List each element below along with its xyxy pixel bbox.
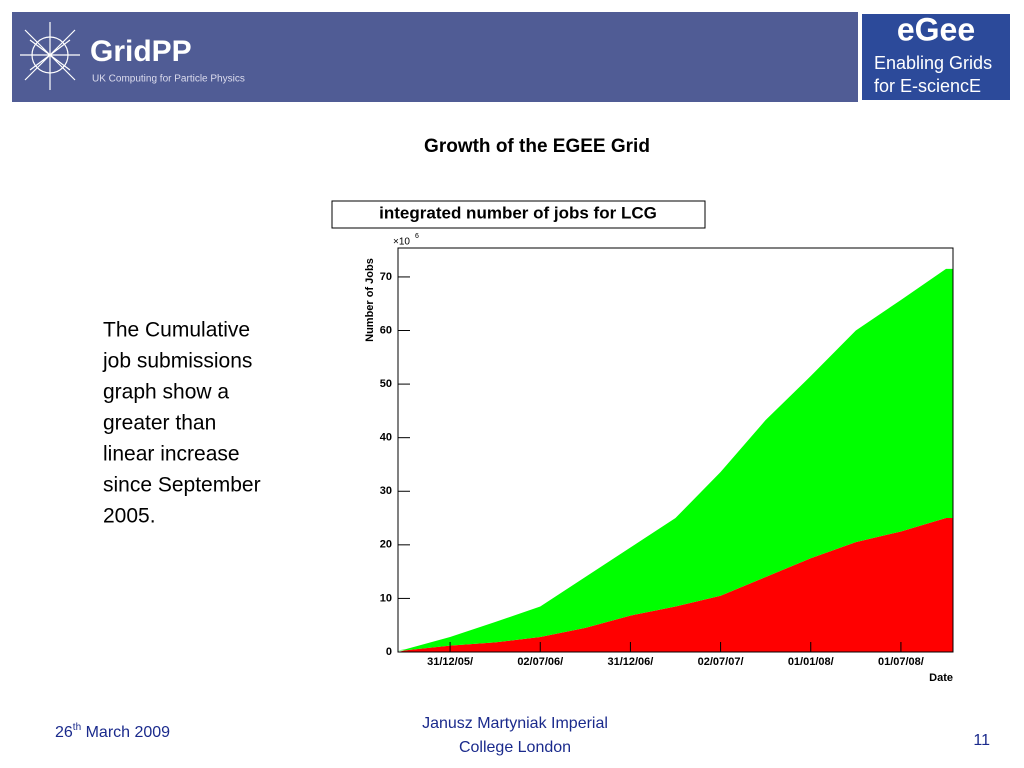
- y-tick-label: 0: [386, 646, 392, 658]
- y-tick-label: 70: [380, 271, 392, 283]
- egee-line: for E-sciencE: [874, 76, 981, 96]
- y-tick-label: 20: [380, 539, 392, 551]
- chart-title: integrated number of jobs for LCG: [379, 203, 657, 222]
- chart-title-box: [331, 200, 706, 229]
- page-number: 11: [973, 732, 990, 749]
- body-line: 2005.: [103, 505, 156, 528]
- y-multiplier: ×10: [393, 237, 410, 248]
- x-tick-label: 01/07/08/: [878, 656, 924, 668]
- y-tick-label: 50: [380, 378, 392, 390]
- slide-title: Growth of the EGEE Grid: [424, 136, 650, 157]
- x-tick-label: 31/12/06/: [607, 656, 653, 668]
- body-line: linear increase: [103, 443, 240, 466]
- y-tick-label: 60: [380, 324, 392, 336]
- body-line: greater than: [103, 412, 216, 435]
- body-line: job submissions: [102, 350, 252, 373]
- footer-date: 26th March 2009: [55, 722, 170, 742]
- plot-frame: [397, 247, 954, 653]
- body-line: graph show a: [103, 381, 229, 404]
- x-tick-label: 31/12/05/: [427, 656, 473, 668]
- y-axis-label: Number of Jobs: [364, 258, 376, 342]
- body-line: since September: [103, 474, 261, 497]
- x-axis-label: Date: [929, 672, 953, 684]
- egee-line: Enabling Grids: [874, 53, 992, 73]
- y-multiplier-exponent: 6: [415, 233, 419, 240]
- header-bar: [12, 12, 1012, 102]
- gridpp-subtitle: UK Computing for Particle Physics: [92, 74, 245, 85]
- area: [398, 518, 953, 652]
- egee-logo: eGee: [897, 11, 975, 47]
- y-tick-label: 30: [380, 485, 392, 497]
- y-tick-label: 10: [380, 592, 392, 604]
- footer-author: Janusz Martyniak Imperial: [422, 715, 608, 732]
- x-tick-label: 02/07/07/: [698, 656, 744, 668]
- body-text: The Cumulative job submissions graph show …: [102, 319, 261, 528]
- x-tick-label: 01/01/08/: [788, 656, 834, 668]
- x-tick-label: 02/07/06/: [517, 656, 563, 668]
- body-line: The Cumulative: [103, 319, 250, 342]
- footer-author: College London: [459, 739, 571, 756]
- gridpp-text: GridPP: [90, 35, 192, 68]
- y-tick-label: 40: [380, 432, 392, 444]
- area: [398, 268, 953, 651]
- egee-box: [862, 14, 1010, 100]
- gridpp-logo: [20, 22, 80, 90]
